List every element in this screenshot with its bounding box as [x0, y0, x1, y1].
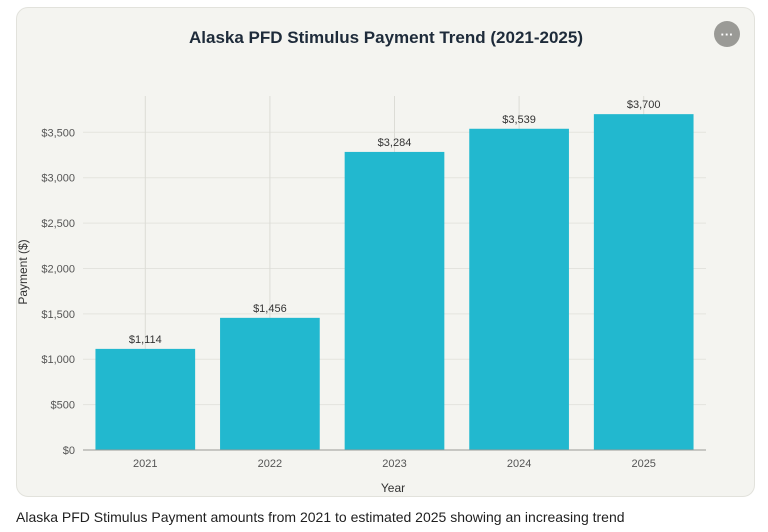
y-tick-label: $1,000 — [41, 354, 75, 366]
bar-2022 — [220, 317, 320, 450]
y-tick-label: $0 — [63, 445, 75, 457]
chart-title: Alaska PFD Stimulus Payment Trend (2021-… — [189, 28, 583, 47]
y-tick-label: $500 — [51, 400, 75, 412]
bar-2023 — [344, 151, 445, 450]
more-horizontal-icon: ··· — [720, 26, 734, 42]
chart-caption: Alaska PFD Stimulus Payment amounts from… — [16, 509, 625, 525]
y-tick-label: $1,500 — [41, 309, 75, 321]
bar-2024 — [469, 128, 569, 450]
y-tick-label: $2,000 — [41, 263, 75, 275]
more-options-button[interactable]: ··· — [714, 21, 740, 47]
x-tick-label: 2024 — [507, 458, 531, 470]
y-tick-label: $3,000 — [41, 173, 75, 185]
data-label: $3,284 — [378, 137, 412, 149]
x-tick-label: 2025 — [631, 458, 655, 470]
bar-chart: Alaska PFD Stimulus Payment Trend (2021-… — [16, 28, 706, 495]
bar-2025 — [593, 114, 694, 451]
x-tick-label: 2021 — [133, 458, 157, 470]
x-tick-label: 2022 — [258, 458, 282, 470]
data-label: $3,700 — [627, 99, 661, 111]
y-axis-label: Payment ($) — [16, 239, 30, 304]
data-label: $3,539 — [502, 114, 536, 126]
y-tick-label: $3,500 — [41, 127, 75, 139]
data-label: $1,456 — [253, 303, 287, 315]
bar-2021 — [95, 348, 196, 450]
x-axis-label: Year — [381, 481, 405, 495]
data-label: $1,114 — [129, 334, 162, 346]
x-tick-label: 2023 — [382, 458, 406, 470]
y-tick-label: $2,500 — [41, 218, 75, 230]
